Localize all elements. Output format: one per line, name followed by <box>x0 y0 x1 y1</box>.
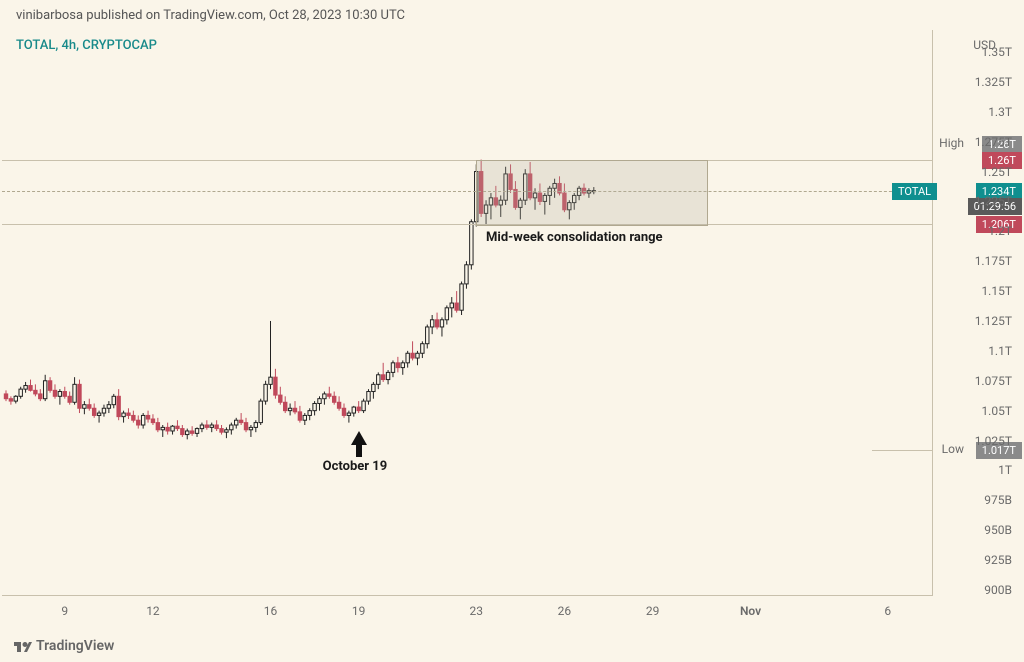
tradingview-logo-icon <box>14 639 32 653</box>
candlestick-chart[interactable] <box>2 30 932 620</box>
x-tick-label: 9 <box>61 604 68 618</box>
y-tick-label: 1.25T <box>981 165 1012 179</box>
x-tick-label: 23 <box>469 604 483 618</box>
y-tick-label: 1.025T <box>975 434 1012 448</box>
chart-container: vinibarbosa published on TradingView.com… <box>0 0 1024 662</box>
y-tick-label: 1.075T <box>975 374 1012 388</box>
y-tick-label: 1.35T <box>981 45 1012 59</box>
x-tick-label: 12 <box>146 604 160 618</box>
y-tick-label: 1.175T <box>975 254 1012 268</box>
y-tick-label: 1.05T <box>981 404 1012 418</box>
x-tick-label: Nov <box>740 604 761 618</box>
y-tick-label: 1.125T <box>975 314 1012 328</box>
x-tick-label: 26 <box>558 604 572 618</box>
y-tick-label: 925B <box>984 553 1012 567</box>
tradingview-watermark: TradingView <box>14 638 114 654</box>
y-tick-label: 1.225T <box>975 194 1012 208</box>
y-tick-label: 975B <box>984 493 1012 507</box>
publish-header: vinibarbosa published on TradingView.com… <box>16 8 405 23</box>
y-tick-label: 950B <box>984 523 1012 537</box>
consolidation-range-box <box>476 160 708 227</box>
high-label: High <box>939 136 964 150</box>
y-tick-label: 1.275T <box>975 135 1012 149</box>
y-tick-label: 1.15T <box>981 284 1012 298</box>
box-bot-line <box>2 224 932 226</box>
x-tick-label: 6 <box>884 604 891 618</box>
arrow-stem <box>356 445 362 457</box>
low-line <box>872 450 932 452</box>
y-tick-label: 900B <box>984 583 1012 597</box>
y-tick-label: 1.1T <box>988 344 1012 358</box>
oct19-annotation: October 19 <box>323 459 388 474</box>
x-tick-label: 16 <box>264 604 278 618</box>
watermark-text: TradingView <box>36 638 114 654</box>
current-price-line <box>2 191 932 193</box>
y-tick-label: 1.325T <box>975 75 1012 89</box>
x-tick-label: 29 <box>646 604 660 618</box>
y-tick-label: 1.3T <box>988 105 1012 119</box>
consolidation-annotation: Mid-week consolidation range <box>486 230 663 245</box>
y-tick-label: 1T <box>998 463 1012 477</box>
total-label-tag: TOTAL <box>892 183 937 200</box>
y-tick-label: 1.2T <box>988 224 1012 238</box>
x-tick-label: 19 <box>352 604 366 618</box>
box-top-line <box>2 160 932 162</box>
arrow-up-icon <box>351 431 367 445</box>
low-label: Low <box>942 442 964 456</box>
